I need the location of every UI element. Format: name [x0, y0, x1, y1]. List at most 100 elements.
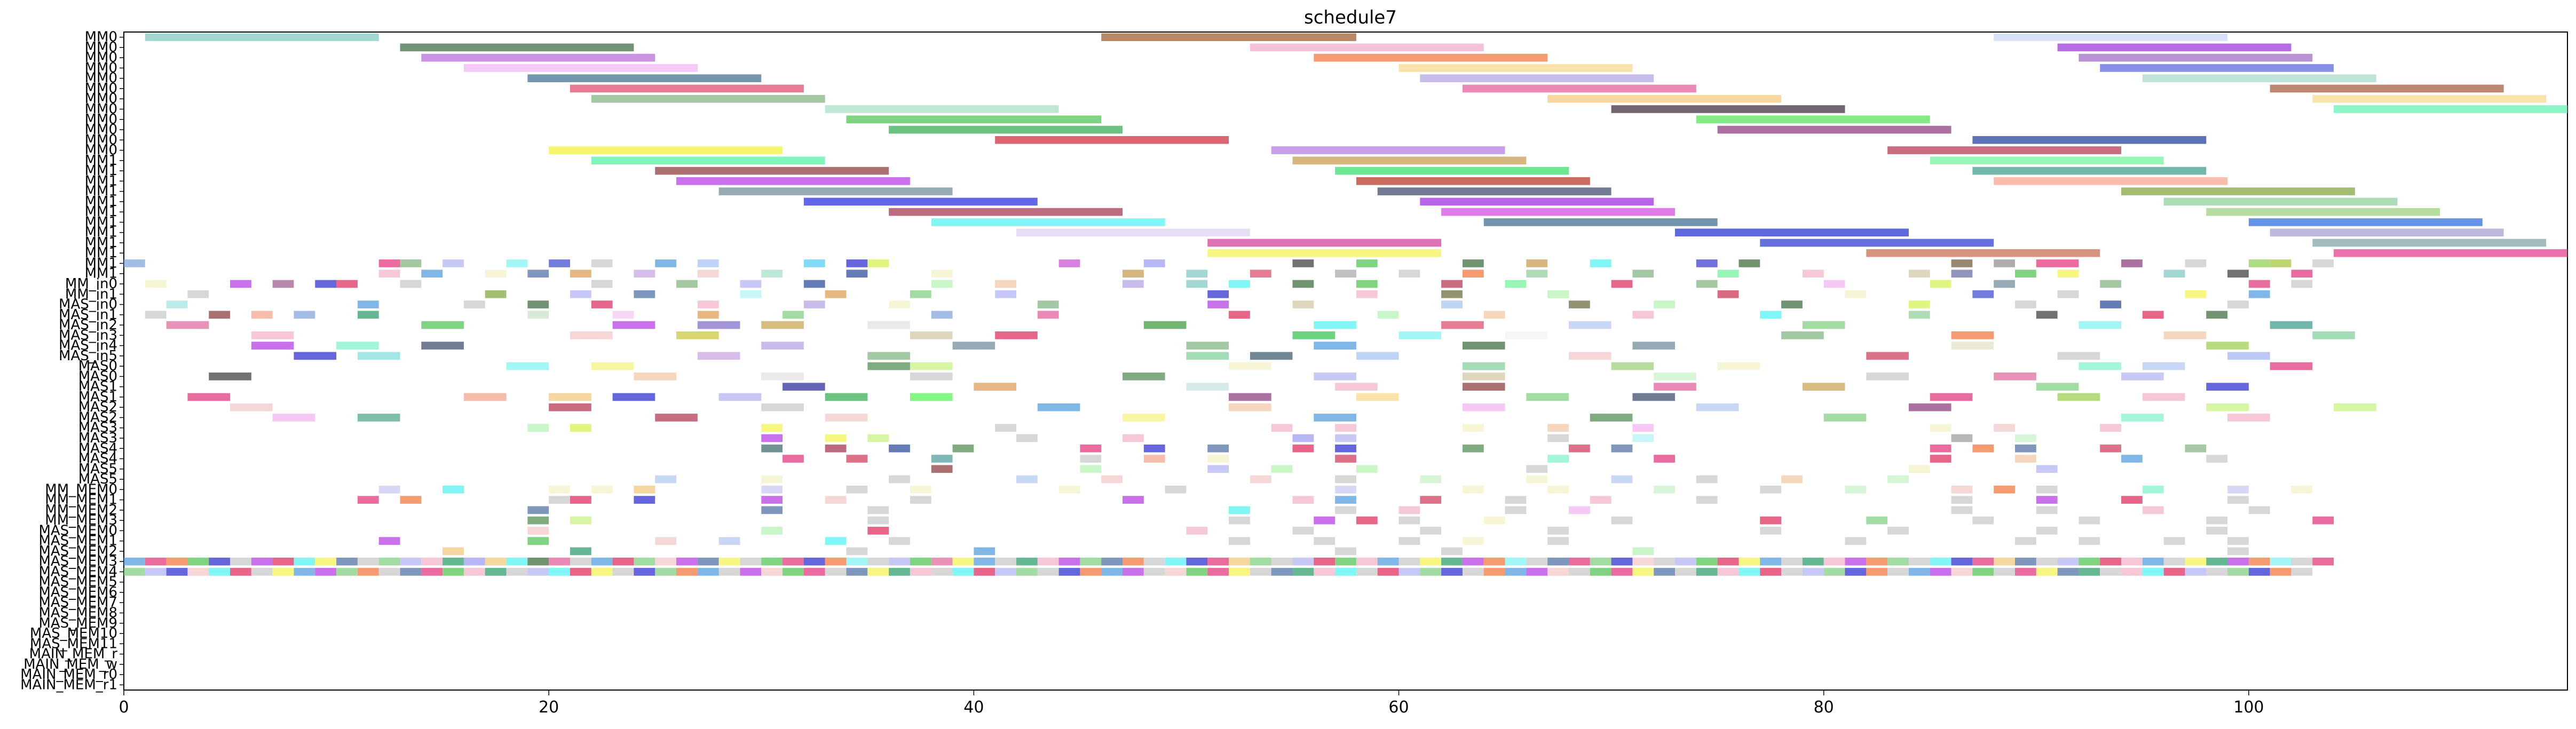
task-bar — [2248, 290, 2270, 298]
task-bar — [1398, 331, 1442, 339]
task-bar — [570, 547, 591, 556]
task-bar — [1186, 527, 1208, 535]
task-bar — [910, 557, 931, 566]
task-bar — [718, 393, 762, 401]
task-bar — [1271, 424, 1293, 432]
task-bar — [2121, 568, 2143, 576]
task-bar — [1930, 444, 1951, 453]
task-bar — [1080, 465, 1102, 473]
task-bar — [506, 568, 528, 576]
y-tick-label: MAS_MEM9 — [38, 615, 117, 631]
task-bar — [1207, 290, 1229, 298]
task-bar — [1229, 537, 1250, 545]
task-bar — [867, 516, 889, 525]
task-bar — [931, 280, 953, 288]
task-bar — [1951, 331, 1994, 339]
task-bar — [1760, 568, 1782, 576]
task-bar — [1845, 485, 1867, 494]
task-bar — [209, 557, 231, 566]
task-bar — [294, 568, 315, 576]
task-bar — [1611, 280, 1633, 288]
task-bar — [634, 485, 655, 494]
task-bar — [1207, 568, 1229, 576]
task-bar — [655, 414, 698, 422]
task-bar — [1590, 259, 1611, 267]
task-bar — [931, 465, 953, 473]
task-bar — [209, 568, 231, 576]
task-bar — [1930, 156, 2164, 165]
task-bar — [1207, 455, 1229, 463]
task-bar — [1292, 527, 1314, 535]
task-bar — [1951, 557, 1973, 566]
y-tick-label: MM_MEM1 — [45, 492, 117, 508]
task-bar — [570, 516, 591, 525]
y-tick-label: MM0 — [85, 39, 117, 56]
task-bar — [761, 506, 783, 514]
task-bar — [1271, 465, 1293, 473]
task-bar — [336, 557, 358, 566]
task-bar — [2163, 537, 2185, 545]
task-bar — [166, 568, 188, 576]
task-bar — [1186, 270, 1208, 278]
task-bar — [634, 373, 677, 381]
task-bar — [400, 280, 422, 288]
task-bar — [400, 568, 422, 576]
task-bar — [378, 270, 400, 278]
task-bar — [1037, 311, 1059, 319]
task-bar — [1271, 557, 1293, 566]
task-bar — [1760, 557, 1782, 566]
task-bar — [1123, 557, 1144, 566]
task-bar — [1292, 156, 1527, 165]
task-bar — [1568, 568, 1590, 576]
task-bar — [2206, 383, 2249, 391]
task-bar — [1314, 516, 1336, 525]
task-bar — [803, 280, 825, 288]
task-bar — [2142, 74, 2376, 83]
task-bar — [1441, 568, 1463, 576]
task-bar — [336, 568, 358, 576]
task-bar — [1526, 557, 1548, 566]
task-bar — [1101, 568, 1123, 576]
task-bar — [761, 485, 783, 494]
task-bar — [1250, 270, 1271, 278]
y-tick-label: MAS0 — [78, 368, 117, 384]
task-bar — [1420, 475, 1442, 484]
task-bar — [2270, 362, 2313, 370]
task-bar — [1760, 311, 1782, 319]
task-bar — [1930, 393, 1973, 401]
task-bar — [1335, 383, 1378, 391]
task-bar — [2036, 568, 2058, 576]
task-bar — [1802, 383, 1845, 391]
task-bar — [1483, 557, 1505, 566]
task-bar — [1356, 259, 1378, 267]
task-bar — [803, 300, 825, 308]
task-bar — [2014, 455, 2036, 463]
task-bar — [1165, 557, 1187, 566]
y-tick-label: MM0 — [85, 81, 117, 97]
task-bar — [251, 311, 273, 319]
task-bar — [251, 568, 273, 576]
task-bar — [2270, 321, 2313, 329]
task-bar — [2185, 557, 2207, 566]
task-bar — [2248, 218, 2483, 226]
task-bar — [1462, 362, 1505, 370]
task-bar — [846, 557, 868, 566]
task-bar — [867, 434, 889, 442]
y-tick-label: MAS_in3 — [59, 327, 117, 343]
task-bar — [570, 331, 613, 339]
task-bar — [187, 568, 209, 576]
task-bar — [1972, 557, 1994, 566]
task-bar — [1739, 557, 1760, 566]
task-bar — [1377, 557, 1399, 566]
task-bar — [761, 475, 783, 484]
task-bar — [591, 362, 634, 370]
task-bar — [2014, 557, 2036, 566]
task-bar — [1823, 568, 1845, 576]
y-tick-label: MAS2 — [78, 409, 117, 425]
task-bar — [2227, 537, 2249, 545]
task-bar — [1271, 568, 1293, 576]
y-tick-label: MAIN_MEM_r0 — [20, 667, 117, 683]
task-bar — [1398, 270, 1420, 278]
task-bar — [2163, 557, 2185, 566]
task-bar — [634, 290, 655, 298]
